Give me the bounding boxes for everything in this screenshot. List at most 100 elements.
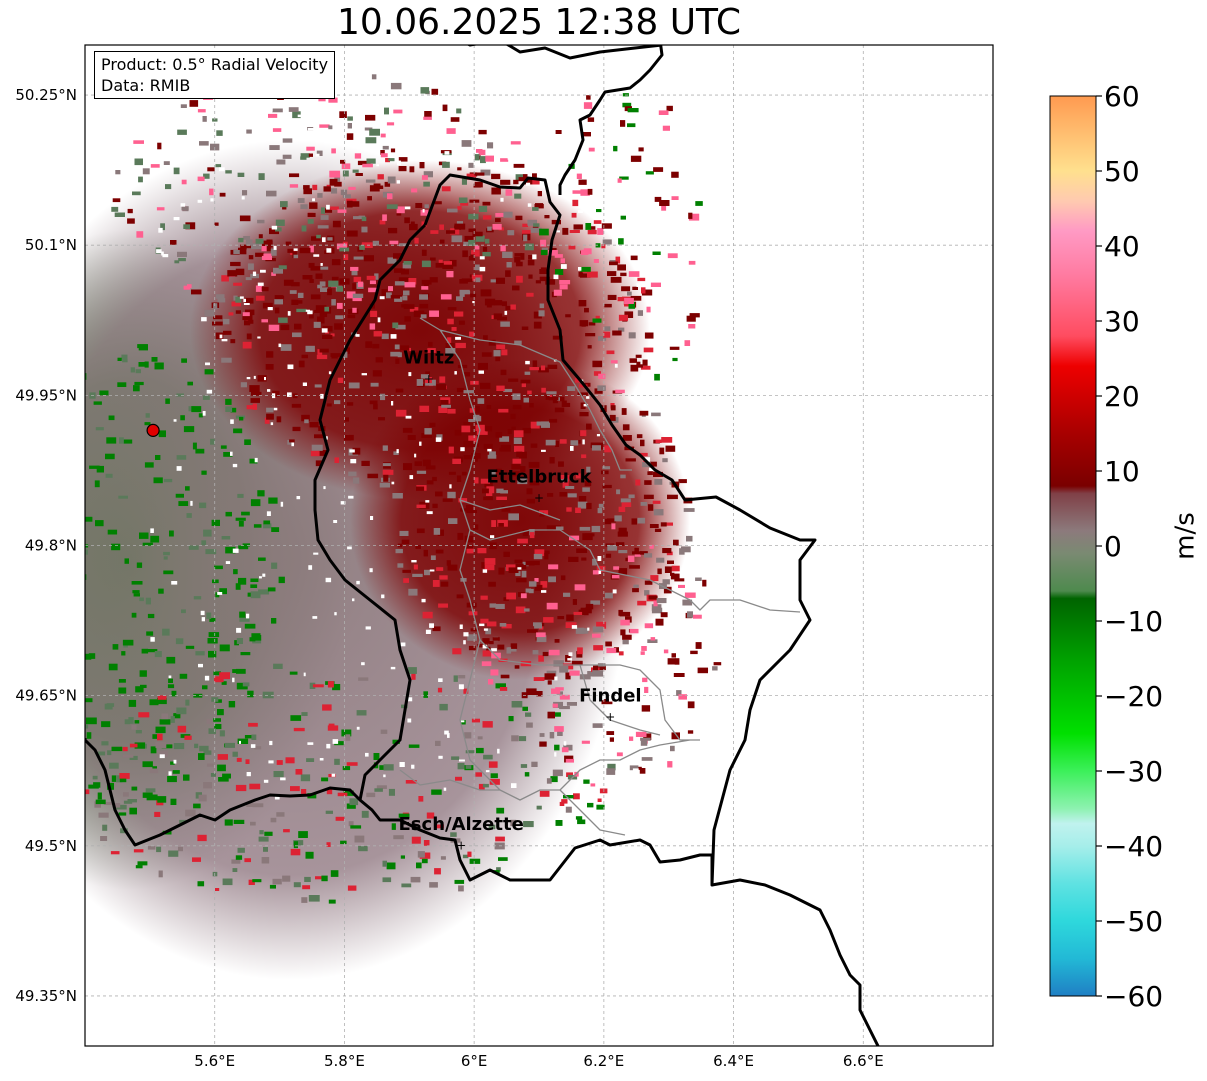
echo-pixel <box>671 196 679 200</box>
echo-pixel <box>261 319 268 323</box>
echo-pixel <box>618 609 623 616</box>
echo-pixel <box>496 807 505 814</box>
echo-pixel <box>354 835 365 843</box>
colorbar-tick-label: −60 <box>1104 980 1163 1013</box>
echo-pixel <box>503 551 510 557</box>
echo-pixel <box>572 199 579 207</box>
echo-pixel <box>627 123 636 128</box>
echo-pixel <box>508 716 514 722</box>
echo-pixel <box>382 463 391 467</box>
echo-pixel <box>598 373 606 379</box>
echo-pixel <box>389 240 399 245</box>
echo-pixel <box>305 345 315 352</box>
echo-pixel <box>475 277 481 283</box>
echo-pixel <box>416 504 426 508</box>
echo-pixel <box>275 295 285 299</box>
echo-pixel <box>480 382 491 389</box>
echo-gap <box>323 486 326 490</box>
echo-pixel <box>250 591 261 599</box>
echo-pixel <box>528 581 537 587</box>
echo-pixel <box>510 643 518 649</box>
echo-pixel <box>365 341 373 348</box>
echo-gap <box>173 217 180 221</box>
echo-pixel <box>453 675 458 682</box>
echo-pixel <box>138 362 147 367</box>
echo-pixel <box>35 488 40 494</box>
echo-pixel <box>604 303 612 308</box>
echo-pixel <box>483 496 493 501</box>
echo-pixel <box>234 640 239 646</box>
echo-pixel <box>408 744 420 748</box>
echo-pixel <box>157 796 167 803</box>
echo-gap <box>350 459 357 464</box>
echo-pixel <box>232 868 238 872</box>
echo-pixel <box>386 122 395 126</box>
echo-pixel <box>266 351 274 358</box>
echo-pixel <box>551 712 561 717</box>
echo-pixel <box>274 299 283 305</box>
echo-pixel <box>529 480 540 486</box>
echo-pixel <box>250 578 259 582</box>
echo-pixel <box>209 617 216 622</box>
echo-pixel <box>571 212 577 218</box>
echo-pixel <box>56 769 67 772</box>
echo-pixel <box>477 736 483 740</box>
echo-pixel <box>598 336 607 341</box>
colorbar-tick-label: −30 <box>1104 755 1163 788</box>
echo-pixel <box>347 116 353 121</box>
echo-pixel <box>304 876 311 882</box>
echo-pixel <box>452 648 462 655</box>
echo-gap <box>191 136 197 139</box>
echo-pixel <box>603 331 611 338</box>
echo-pixel <box>328 97 338 103</box>
echo-pixel <box>149 699 159 706</box>
echo-pixel <box>94 480 100 488</box>
echo-pixel <box>272 878 282 885</box>
echo-pixel <box>633 584 639 588</box>
echo-pixel <box>563 478 568 485</box>
echo-pixel <box>103 801 112 805</box>
echo-gap <box>180 203 186 207</box>
echo-pixel <box>471 718 480 723</box>
echo-pixel <box>401 269 409 275</box>
echo-pixel <box>354 153 362 159</box>
echo-pixel <box>317 316 325 324</box>
echo-pixel <box>409 352 418 357</box>
echo-pixel <box>346 133 354 140</box>
colorbar-tick-label: 0 <box>1104 530 1122 563</box>
echo-pixel <box>244 858 251 863</box>
echo-pixel <box>144 422 151 426</box>
echo-pixel <box>533 223 540 227</box>
echo-gap <box>361 373 367 376</box>
echo-pixel <box>144 361 149 368</box>
echo-pixel <box>544 673 556 680</box>
echo-pixel <box>670 745 675 752</box>
echo-pixel <box>219 730 225 737</box>
echo-pixel <box>424 204 429 209</box>
echo-pixel <box>432 626 441 632</box>
echo-gap <box>571 625 578 629</box>
echo-pixel <box>227 270 238 277</box>
product-info-box: Product: 0.5° Radial Velocity Data: RMIB <box>94 51 336 99</box>
echo-pixel <box>663 649 669 654</box>
echo-pixel <box>121 651 126 656</box>
echo-pixel <box>191 289 202 295</box>
echo-gap <box>405 415 412 419</box>
echo-pixel <box>592 723 603 728</box>
echo-pixel <box>510 819 517 827</box>
echo-pixel <box>261 246 267 252</box>
echo-pixel <box>620 474 626 479</box>
echo-pixel <box>20 468 30 472</box>
echo-pixel <box>609 261 618 266</box>
echo-pixel <box>52 755 59 760</box>
echo-pixel <box>127 218 135 224</box>
echo-pixel <box>181 206 189 211</box>
echo-pixel <box>203 173 210 179</box>
echo-pixel <box>119 773 130 779</box>
echo-gap <box>287 392 292 397</box>
echo-pixel <box>111 543 121 551</box>
echo-pixel <box>209 188 214 196</box>
echo-pixel <box>477 362 488 370</box>
echo-gap <box>472 301 475 304</box>
echo-pixel <box>352 307 357 313</box>
